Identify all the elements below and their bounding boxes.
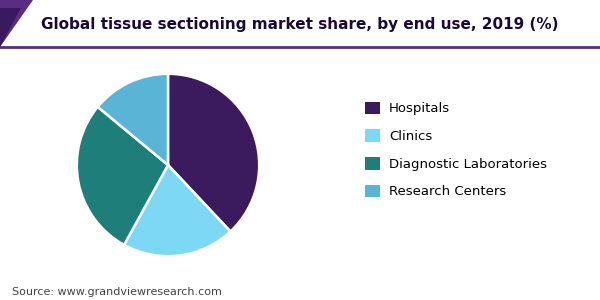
Wedge shape — [98, 74, 168, 165]
Legend: Hospitals, Clinics, Diagnostic Laboratories, Research Centers: Hospitals, Clinics, Diagnostic Laborator… — [365, 102, 547, 198]
Wedge shape — [77, 107, 168, 245]
Text: Global tissue sectioning market share, by end use, 2019 (%): Global tissue sectioning market share, b… — [41, 16, 559, 32]
Wedge shape — [124, 165, 230, 256]
Wedge shape — [168, 74, 259, 232]
Text: Source: www.grandviewresearch.com: Source: www.grandviewresearch.com — [12, 287, 222, 297]
